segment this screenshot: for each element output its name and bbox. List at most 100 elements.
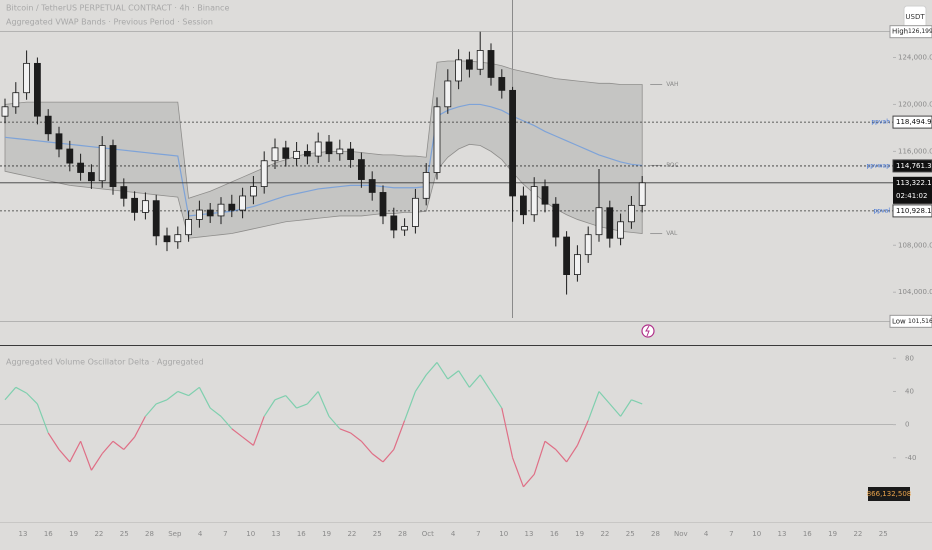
candle-body xyxy=(271,147,279,162)
level-value: 126,199.6 xyxy=(908,28,932,35)
candle-body xyxy=(314,141,322,157)
x-tick-label: 19 xyxy=(69,530,78,538)
candle-body xyxy=(163,235,171,243)
x-tick-label: 25 xyxy=(879,530,888,538)
y-tick-label: 80 xyxy=(905,354,914,362)
x-tick-label: 22 xyxy=(94,530,103,538)
candle-body xyxy=(422,172,430,199)
x-tick-label: Oct xyxy=(422,530,434,538)
band-label: VAL xyxy=(666,230,678,237)
candle-body xyxy=(487,50,495,78)
oscillator-segment xyxy=(242,436,254,446)
oscillator-segment xyxy=(490,391,503,409)
oscillator-segment xyxy=(209,407,222,417)
oscillator-segment xyxy=(447,370,459,380)
candle-body xyxy=(217,203,225,217)
candle-body xyxy=(44,115,52,135)
candle-body xyxy=(152,200,160,237)
x-tick-label: 19 xyxy=(828,530,837,538)
oscillator-segment xyxy=(285,395,298,409)
candle-body xyxy=(141,200,149,213)
candle-body xyxy=(401,226,409,231)
candle-body xyxy=(433,106,441,173)
currency-label[interactable]: USDT xyxy=(905,13,925,21)
oscillator-segment xyxy=(296,403,308,409)
oscillator-segment xyxy=(47,432,60,450)
x-tick-label: 19 xyxy=(322,530,331,538)
candle-body xyxy=(617,221,624,239)
oscillator-segment xyxy=(69,440,82,463)
oscillator-segment xyxy=(393,420,406,450)
oscillator-segment xyxy=(533,441,546,475)
oscillator-segment xyxy=(479,374,492,392)
oscillator-segment xyxy=(112,440,125,450)
oscillator-segment xyxy=(609,403,622,417)
x-tick-label: 19 xyxy=(575,530,584,538)
y-tick-label: 40 xyxy=(905,387,914,395)
x-tick-label: 22 xyxy=(853,530,862,538)
oscillator-segment xyxy=(101,440,114,455)
oscillator-segment xyxy=(350,432,362,442)
oscillator-segment xyxy=(468,374,481,388)
level-value: 118,494.9 xyxy=(896,118,932,126)
oscillator-segment xyxy=(598,391,611,405)
oscillator-segment xyxy=(220,415,233,430)
x-tick-label: Nov xyxy=(674,530,688,538)
band-label: POC xyxy=(666,162,679,169)
level-value: 114,761.3 xyxy=(896,162,932,170)
candle-body xyxy=(638,182,646,206)
oscillator-segment xyxy=(555,449,568,463)
oscillator-segment xyxy=(134,416,146,438)
x-tick-label: 25 xyxy=(373,530,382,538)
level-badge xyxy=(892,115,932,129)
candle-body xyxy=(249,186,257,197)
countdown: 02:41:02 xyxy=(896,192,927,200)
candle-body xyxy=(260,160,268,187)
candle-body xyxy=(120,186,128,199)
x-tick-label: 7 xyxy=(729,530,733,538)
level-badge xyxy=(889,314,932,328)
x-tick-label: 10 xyxy=(246,530,255,538)
oscillator-segment xyxy=(339,428,351,434)
candle-body xyxy=(509,89,517,197)
candle-body xyxy=(239,195,247,211)
oscillator-segment xyxy=(404,391,416,421)
oscillator-segment xyxy=(522,473,535,488)
oscillator-segment xyxy=(425,362,438,376)
x-tick-label: 13 xyxy=(19,530,28,538)
candle-body xyxy=(411,197,419,227)
candle-body xyxy=(1,106,9,117)
oscillator-segment xyxy=(144,403,157,417)
candle-body xyxy=(606,207,614,239)
band-label: VAH xyxy=(666,81,678,88)
candle-body xyxy=(368,179,376,193)
oscillator-segment xyxy=(501,407,514,458)
oscillator-segment xyxy=(382,449,395,463)
oscillator-segment xyxy=(188,386,200,397)
candle-body xyxy=(98,145,106,182)
candle-body xyxy=(55,133,63,150)
oscillator-segment xyxy=(177,390,189,397)
oscillator-segment xyxy=(576,420,589,446)
candle-body xyxy=(584,234,592,256)
candle-body xyxy=(336,148,344,155)
y-tick-label: 104,000.0 xyxy=(898,288,932,296)
oscillator-segment xyxy=(198,387,211,409)
x-tick-label: 16 xyxy=(550,530,559,538)
x-tick-label: 10 xyxy=(752,530,761,538)
level-value: 101,516.5 xyxy=(908,318,932,325)
candle-body xyxy=(455,59,463,82)
candle-body xyxy=(77,162,84,173)
oscillator-segment xyxy=(15,386,27,394)
x-tick-label: 28 xyxy=(145,530,154,538)
oscillator-segment xyxy=(80,441,92,471)
candle-body xyxy=(206,209,214,217)
level-name: ppvwap xyxy=(866,162,890,169)
oscillator-segment xyxy=(166,390,179,401)
oscillator-segment xyxy=(274,395,287,401)
oscillator-segment xyxy=(414,374,427,392)
oscillator-segment xyxy=(458,370,470,388)
candle-body xyxy=(574,254,581,275)
oscillator-segment xyxy=(306,391,319,405)
